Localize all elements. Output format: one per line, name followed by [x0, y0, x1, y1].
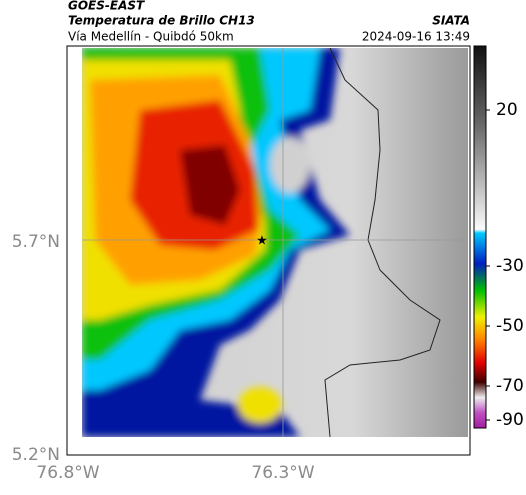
satellite-image: ★: [82, 48, 468, 437]
title: Temperatura de Brillo CH13: [68, 14, 255, 28]
source: SIATA: [432, 14, 470, 28]
svg-text:★: ★: [256, 234, 268, 249]
route: Vía Medellín - Quibdó 50km: [68, 30, 234, 44]
colorbar-tick: 20: [496, 100, 518, 120]
lat-label: 5.7°N: [12, 232, 60, 252]
colorbar: [473, 45, 487, 429]
timestamp: 2024-09-16 13:49: [362, 30, 470, 44]
colorbar-tick: -70: [496, 376, 524, 396]
lat-label: 5.2°N: [12, 445, 60, 465]
colorbar-tick: -50: [496, 316, 524, 336]
lon-label: 76.8°W: [36, 463, 99, 483]
lon-label: 76.3°W: [251, 463, 314, 483]
colorbar-tick: -30: [496, 256, 524, 276]
colorbar-tick: -90: [496, 410, 524, 430]
satellite-label: GOES-EAST: [68, 0, 145, 13]
